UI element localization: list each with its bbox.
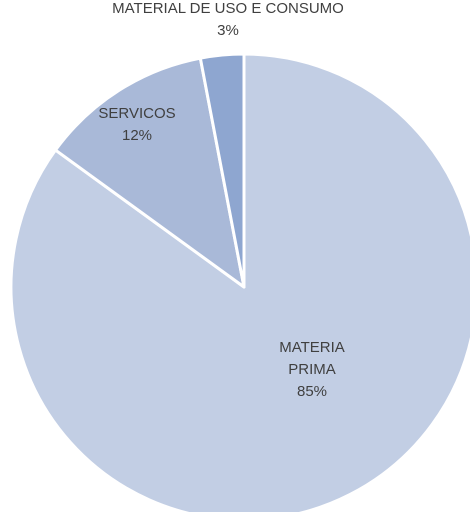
pie-labels: MATERIA PRIMA 85% SERVICOS 12% MATERIAL DE US… xyxy=(98,0,344,400)
pie-slices xyxy=(9,52,470,512)
pie-value-label: 85% xyxy=(297,383,327,400)
pie-slice-label: SERVICOS 12% xyxy=(98,105,175,144)
pie-slice-label: MATERIAL DE USO E CONSUMO 3% xyxy=(112,0,344,39)
pie-category-label: PRIMA xyxy=(288,361,336,378)
pie-slice xyxy=(9,52,470,512)
pie-value-label: 12% xyxy=(122,127,152,144)
pie-value-label: 3% xyxy=(217,22,239,39)
pie-category-label: MATERIA xyxy=(279,339,345,356)
pie-slice xyxy=(54,56,246,289)
pie-slice xyxy=(198,52,246,289)
pie-category-label: MATERIAL DE USO E CONSUMO xyxy=(112,0,344,17)
pie-slice-label: MATERIA PRIMA 85% xyxy=(279,339,345,400)
pie-category-label: SERVICOS xyxy=(98,105,175,122)
